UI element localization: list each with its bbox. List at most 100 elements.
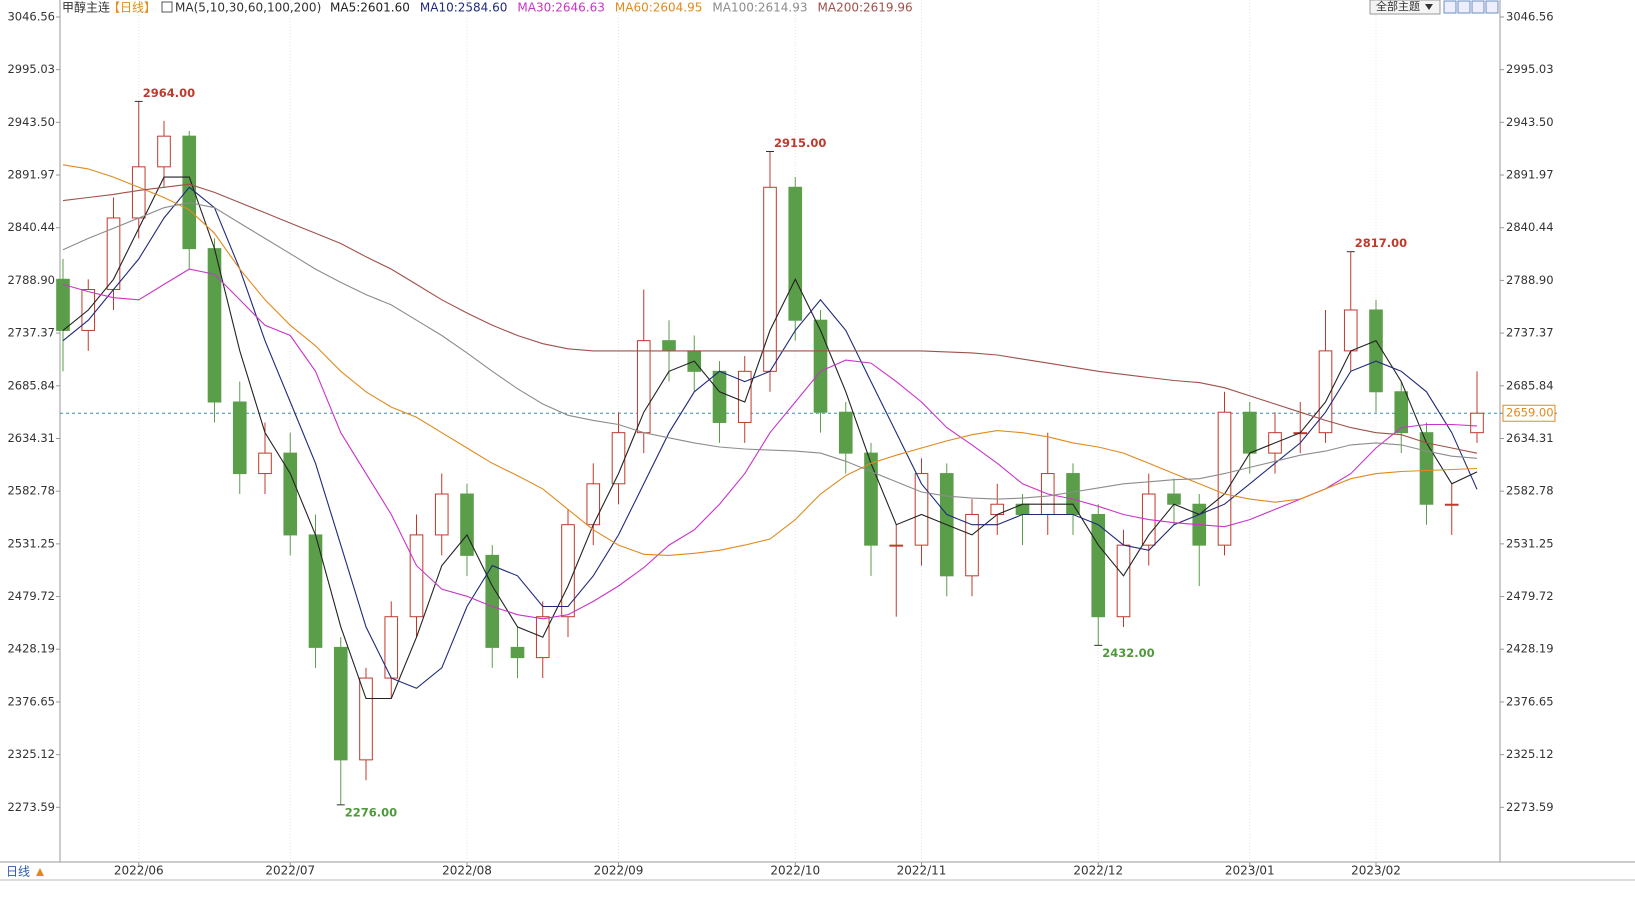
theme-button-label[interactable]: 全部主题 (1376, 0, 1420, 13)
candle-body (1217, 411, 1232, 546)
ma-header: MA(5,10,30,60,100,200) (175, 1, 321, 15)
dropdown-arrow (1425, 4, 1433, 10)
candle-body (409, 534, 424, 618)
candle-body (1066, 473, 1080, 515)
legend-entry: MA60:2604.95 (615, 1, 703, 15)
y-tick-label-right: 2325.12 (1506, 747, 1554, 761)
y-tick-label-right: 2995.03 (1506, 62, 1554, 76)
y-tick-label: 2788.90 (7, 273, 55, 287)
candle-body (283, 452, 298, 536)
y-tick-label-right: 3046.56 (1506, 9, 1554, 23)
last-price-label: 2659.00 (1506, 406, 1554, 420)
x-tick-label: 2022/09 (594, 864, 644, 878)
y-tick-label: 2376.65 (7, 694, 55, 708)
period-tag: 【日线】 (108, 1, 156, 15)
legend-entry: MA10:2584.60 (420, 1, 508, 15)
tool-button[interactable] (1471, 0, 1485, 14)
candle-body (1242, 411, 1257, 454)
theme-button[interactable] (1369, 0, 1441, 15)
tool-button[interactable] (1485, 0, 1499, 14)
legend-entry: MA100:2614.93 (712, 1, 807, 15)
candle-body (207, 248, 222, 403)
x-tick-label: 2023/02 (1351, 864, 1401, 878)
legend-entry: MA200:2619.96 (818, 1, 913, 15)
legend-entry: MA5:2601.60 (330, 1, 410, 15)
y-tick-label-right: 2840.44 (1506, 220, 1554, 234)
y-tick-label-right: 2531.25 (1506, 536, 1554, 550)
candle-body (737, 370, 752, 423)
y-tick-label-right: 2273.59 (1506, 800, 1554, 814)
candle-body (1343, 309, 1358, 352)
y-tick-label: 2479.72 (7, 589, 55, 603)
candle-body (712, 370, 727, 423)
y-tick-label: 2325.12 (7, 747, 55, 761)
legend-entry: MA30:2646.63 (517, 1, 605, 15)
candle-body (258, 452, 272, 475)
ma-line (62, 268, 1478, 620)
extreme-label: 2964.00 (143, 86, 195, 100)
x-tick-label: 2022/12 (1073, 864, 1123, 878)
candle-body (1167, 493, 1181, 505)
y-tick-label: 2685.84 (7, 378, 55, 392)
candle-body (561, 524, 575, 618)
candle-body (510, 646, 525, 659)
y-tick-label: 2840.44 (7, 220, 55, 234)
y-tick-label: 2634.31 (7, 431, 55, 445)
candle-body (586, 483, 601, 526)
y-tick-label: 2737.37 (7, 326, 55, 340)
candle-body (434, 493, 449, 536)
candle-body (157, 135, 171, 168)
tool-button[interactable] (1443, 0, 1457, 14)
candle-body (485, 554, 500, 648)
tool-button[interactable] (1457, 0, 1471, 14)
y-tick-label-right: 2582.78 (1506, 484, 1554, 498)
ma-line (62, 186, 1478, 689)
candle-body (1470, 412, 1484, 434)
y-tick-label: 2531.25 (7, 536, 55, 550)
x-tick-label: 2022/06 (114, 864, 164, 878)
y-tick-label-right: 2634.31 (1506, 431, 1554, 445)
candle-body (460, 493, 474, 556)
ma-line (62, 183, 1478, 454)
ma-line (62, 164, 1478, 556)
y-tick-label: 2273.59 (7, 800, 55, 814)
candle-body (232, 401, 247, 475)
candle-body (788, 186, 803, 321)
extreme-label: 2915.00 (774, 136, 826, 150)
candle-body (131, 166, 146, 219)
y-tick-label-right: 2737.37 (1506, 326, 1554, 340)
candle-body (359, 677, 373, 761)
x-tick-label: 2022/08 (442, 864, 492, 878)
candle-body (864, 452, 878, 546)
y-tick-label-right: 2428.19 (1506, 642, 1554, 656)
y-tick-label-right: 2685.84 (1506, 378, 1554, 392)
extreme-label: 2276.00 (345, 805, 397, 819)
x-tick-label: 2022/11 (897, 864, 947, 878)
candle-body (838, 411, 853, 454)
y-tick-label-right: 2943.50 (1506, 115, 1554, 129)
candle-body (1116, 544, 1131, 618)
candle-body (1318, 350, 1333, 434)
header: 甲醇主连 【日线】 MA(5,10,30,60,100,200) MA5:260… (62, 0, 913, 15)
period-tab-arrow (36, 868, 44, 876)
candle-body (1394, 391, 1409, 434)
x-tick-label: 2022/07 (265, 864, 315, 878)
extreme-label: 2817.00 (1355, 236, 1407, 250)
candle-body (1369, 309, 1383, 393)
y-tick-label-right: 2788.90 (1506, 273, 1554, 287)
chart-title: 甲醇主连 (62, 0, 110, 15)
candle-body (889, 544, 904, 547)
y-tick-label: 2428.19 (7, 642, 55, 656)
candle-body (662, 340, 676, 352)
candle-body (333, 646, 348, 761)
x-tick-label: 2023/01 (1225, 864, 1275, 878)
y-tick-label-right: 2376.65 (1506, 694, 1554, 708)
candle-body (914, 473, 929, 546)
x-tick-label: 2022/10 (770, 864, 820, 878)
period-tab-label[interactable]: 日线 (6, 865, 30, 879)
ma-icon (161, 1, 173, 13)
y-tick-label: 2995.03 (7, 62, 55, 76)
candle-body (1444, 503, 1459, 506)
ma-line (62, 176, 1478, 700)
